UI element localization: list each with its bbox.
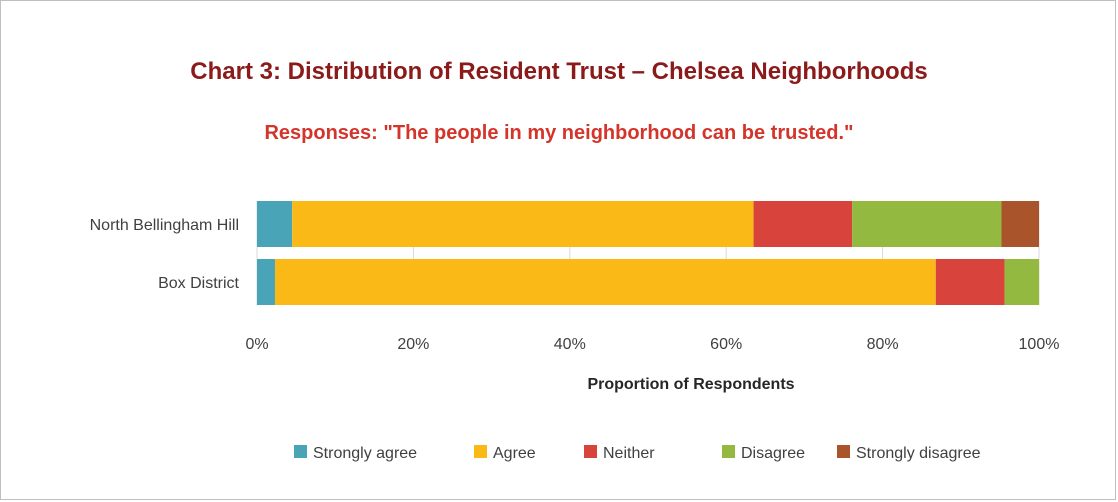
bar-segment-disagree: [1004, 259, 1039, 305]
x-tick-label: 20%: [397, 336, 429, 353]
legend-label: Neither: [603, 445, 655, 462]
legend-item: Neither: [584, 445, 655, 462]
legend-swatch: [722, 445, 735, 458]
legend-item: Strongly agree: [294, 445, 417, 462]
category-label: Box District: [158, 275, 239, 292]
bar-segment-strongly-disagree: [1001, 201, 1039, 247]
legend: Strongly agree Agree Neither Disagree Strong…: [294, 445, 981, 462]
bar-segment-strongly-agree: [257, 259, 275, 305]
chart-title: Chart 3: Distribution of Resident Trust …: [190, 58, 927, 85]
x-axis-title: Proportion of Respondents: [587, 376, 794, 393]
chart-subtitle: Responses: "The people in my neighborhoo…: [264, 122, 853, 144]
category-labels: North Bellingham Hill Box District: [90, 217, 240, 292]
legend-item: Agree: [474, 445, 536, 462]
legend-label: Disagree: [741, 445, 805, 462]
bar-segment-disagree: [852, 201, 1002, 247]
category-label: North Bellingham Hill: [90, 217, 239, 234]
bar-segment-agree: [292, 201, 754, 247]
bar-segment-strongly-agree: [257, 201, 293, 247]
legend-item: Disagree: [722, 445, 805, 462]
legend-label: Strongly agree: [313, 445, 417, 462]
bar-segment-agree: [274, 259, 936, 305]
bar-segment-neither: [935, 259, 1005, 305]
bar-segment-neither: [753, 201, 853, 247]
x-tick-label: 80%: [867, 336, 899, 353]
legend-swatch: [294, 445, 307, 458]
legend-swatch: [837, 445, 850, 458]
legend-swatch: [584, 445, 597, 458]
x-tick-label: 60%: [710, 336, 742, 353]
legend-label: Agree: [493, 445, 536, 462]
x-tick-label: 40%: [554, 336, 586, 353]
legend-swatch: [474, 445, 487, 458]
legend-label: Strongly disagree: [856, 445, 981, 462]
legend-item: Strongly disagree: [837, 445, 981, 462]
x-tick-labels: 0% 20% 40% 60% 80% 100%: [245, 336, 1059, 353]
bars: [257, 201, 1039, 305]
x-tick-label: 100%: [1019, 336, 1060, 353]
x-tick-label: 0%: [245, 336, 268, 353]
